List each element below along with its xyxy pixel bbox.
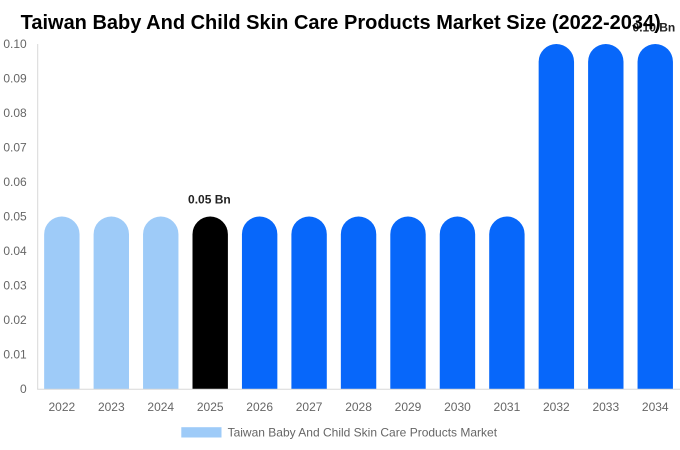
svg-text:2030: 2030	[444, 400, 471, 414]
svg-text:2028: 2028	[345, 400, 372, 414]
svg-text:0.05: 0.05	[3, 210, 27, 224]
svg-text:2025: 2025	[197, 400, 224, 414]
svg-text:2027: 2027	[296, 400, 323, 414]
svg-text:0.10 Bn: 0.10 Bn	[633, 20, 676, 34]
svg-text:0.06: 0.06	[3, 175, 27, 189]
svg-text:0.03: 0.03	[3, 279, 27, 293]
svg-text:0.05 Bn: 0.05 Bn	[188, 193, 231, 207]
svg-text:0.08: 0.08	[3, 106, 27, 120]
svg-text:0.09: 0.09	[3, 72, 27, 86]
svg-text:0.10: 0.10	[3, 37, 27, 51]
svg-text:Taiwan Baby And Child Skin Car: Taiwan Baby And Child Skin Care Products…	[228, 426, 498, 440]
svg-text:0.07: 0.07	[3, 141, 27, 155]
svg-text:2029: 2029	[395, 400, 422, 414]
svg-text:2033: 2033	[592, 400, 619, 414]
svg-text:0.02: 0.02	[3, 313, 27, 327]
svg-text:2024: 2024	[147, 400, 174, 414]
svg-text:2034: 2034	[642, 400, 669, 414]
svg-text:2031: 2031	[494, 400, 521, 414]
svg-text:Taiwan Baby And Child Skin Car: Taiwan Baby And Child Skin Care Products…	[21, 12, 661, 34]
svg-text:2032: 2032	[543, 400, 570, 414]
svg-text:0.04: 0.04	[3, 244, 27, 258]
svg-text:0: 0	[20, 382, 27, 396]
svg-text:2026: 2026	[246, 400, 273, 414]
svg-text:2023: 2023	[98, 400, 125, 414]
svg-text:2022: 2022	[48, 400, 75, 414]
svg-text:0.01: 0.01	[3, 348, 27, 362]
